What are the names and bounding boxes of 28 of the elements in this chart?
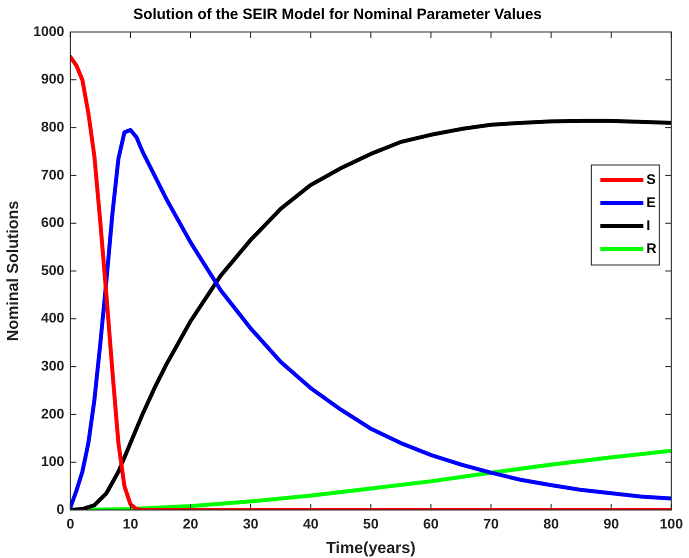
y-tick-label: 0: [56, 500, 65, 517]
y-tick-label: 100: [40, 453, 65, 470]
x-tick-label: 90: [603, 515, 620, 532]
y-tick-label: 300: [40, 357, 65, 374]
legend-label: E: [646, 194, 656, 210]
x-tick-label: 100: [660, 515, 684, 532]
y-tick-label: 900: [40, 70, 65, 87]
x-tick-label: 50: [363, 515, 379, 532]
y-tick-label: 400: [40, 310, 65, 326]
x-tick-label: 70: [483, 515, 500, 532]
x-tick-label: 80: [543, 515, 560, 532]
y-tick-label: 600: [40, 214, 65, 230]
x-tick-label: 40: [302, 515, 319, 532]
chart-title: Solution of the SEIR Model for Nominal Parameter Values: [133, 6, 542, 24]
x-tick-label: 60: [423, 515, 439, 532]
y-tick-label: 1000: [33, 22, 65, 39]
y-tick-label: 200: [40, 405, 65, 422]
y-tick-label: 700: [40, 166, 65, 182]
legend-label: S: [646, 170, 656, 187]
x-tick-label: 30: [242, 515, 259, 532]
legend-label: R: [646, 240, 656, 256]
y-tick-label: 500: [40, 262, 65, 278]
x-tick-label: 20: [182, 515, 199, 532]
y-axis-title: Nominal Solutions: [5, 200, 22, 342]
legend-label: I: [646, 216, 650, 233]
x-axis-title: Time(years): [326, 540, 416, 557]
x-tick-label: 10: [122, 515, 138, 532]
y-tick-label: 800: [40, 118, 65, 134]
